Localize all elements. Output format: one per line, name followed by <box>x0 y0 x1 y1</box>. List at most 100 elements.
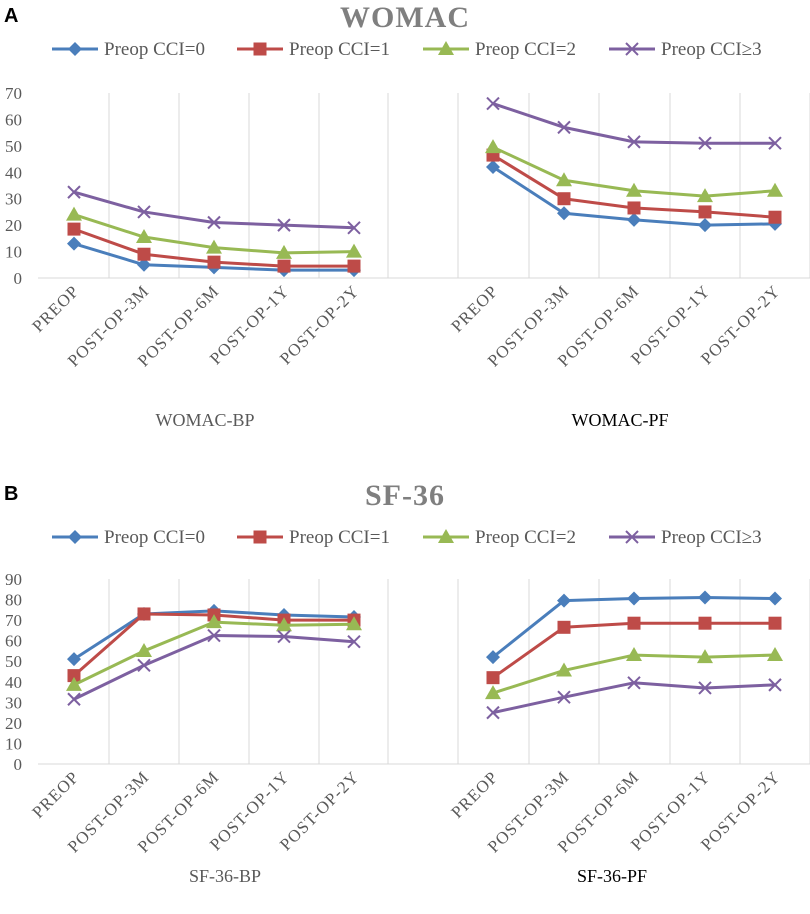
y-tick-label: 30 <box>5 693 22 712</box>
data-point <box>277 259 291 273</box>
data-point <box>698 205 712 219</box>
series-line <box>73 634 355 701</box>
gridlines <box>108 93 810 278</box>
data-point <box>207 255 221 269</box>
y-tick-label: 10 <box>5 243 22 262</box>
data-point <box>67 652 81 667</box>
data-point <box>347 221 361 235</box>
data-point <box>768 210 782 224</box>
legend-item: Preop CCI=0 <box>52 39 205 60</box>
data-point <box>67 222 81 236</box>
legend-label: Preop CCI=1 <box>289 527 390 548</box>
legend-item: Preop CCI≥3 <box>609 39 762 60</box>
legend-item: Preop CCI≥3 <box>609 527 762 548</box>
legend: Preop CCI=0 Preop CCI=1 Preop CCI=2 Preop C… <box>52 527 762 548</box>
data-point <box>697 649 713 664</box>
data-point <box>137 205 151 219</box>
data-point <box>768 591 782 606</box>
subchart-title: WOMAC-BP <box>155 410 254 430</box>
data-point <box>346 616 362 631</box>
legend-item: Preop CCI=1 <box>237 527 390 548</box>
panel-title: SF-36 <box>365 479 445 512</box>
y-tick-label: 60 <box>5 110 22 129</box>
legend-marker <box>68 530 82 544</box>
data-point <box>626 647 642 662</box>
y-tick-label: 60 <box>5 632 22 651</box>
data-point <box>557 690 571 704</box>
data-point <box>627 616 641 630</box>
panel-label: B <box>4 483 18 505</box>
data-point <box>627 201 641 215</box>
legend-item: Preop CCI=1 <box>237 39 390 60</box>
legend-label: Preop CCI≥3 <box>661 39 762 60</box>
subchart-title: WOMAC-PF <box>571 410 668 430</box>
x-tick-label: PREOP <box>28 281 82 335</box>
data-point <box>627 212 641 227</box>
data-point <box>486 96 500 111</box>
data-point <box>485 685 501 700</box>
data-point <box>557 192 571 206</box>
data-point <box>137 247 151 261</box>
series-line <box>492 102 775 145</box>
legend-marker <box>253 530 267 544</box>
data-point <box>768 678 782 692</box>
legend-label: Preop CCI=0 <box>104 39 205 60</box>
data-point <box>556 172 572 187</box>
data-point <box>347 634 361 649</box>
subchart-womac-bp: PREOPPOST-OP-3MPOST-OP-6MPOST-OP-1YPOST-… <box>28 185 363 430</box>
y-tick-label: 20 <box>5 216 22 235</box>
y-tick-label: 50 <box>5 137 22 156</box>
data-point <box>627 591 641 606</box>
data-point <box>346 243 362 258</box>
data-point <box>66 676 82 691</box>
data-point <box>207 215 221 230</box>
legend-marker <box>253 42 267 56</box>
legend-marker <box>68 42 82 56</box>
data-point <box>277 629 291 644</box>
data-point <box>137 658 151 673</box>
data-point <box>627 676 641 690</box>
data-point <box>67 236 81 251</box>
legend-marker <box>625 530 639 544</box>
y-tick-label: 0 <box>14 755 23 774</box>
data-point <box>767 182 783 197</box>
y-axis: 0 10 20 30 40 50 60 70 <box>5 84 22 288</box>
y-tick-label: 70 <box>5 611 22 630</box>
legend-marker <box>438 41 454 55</box>
y-tick-label: 50 <box>5 652 22 671</box>
data-point <box>698 136 712 150</box>
data-point <box>627 135 641 149</box>
data-point <box>137 607 151 621</box>
data-point <box>556 662 572 677</box>
y-tick-label: 70 <box>5 84 22 103</box>
data-point <box>557 593 571 608</box>
data-point <box>698 218 712 233</box>
x-tick-label: PREOP <box>447 767 501 821</box>
data-point <box>698 681 712 695</box>
data-point <box>767 647 783 662</box>
legend-label: Preop CCI=2 <box>475 527 576 548</box>
data-point <box>486 671 500 685</box>
legend-item: Preop CCI=2 <box>423 39 576 60</box>
x-tick-label: PREOP <box>28 767 82 821</box>
data-point <box>697 188 713 203</box>
subchart-title: SF-36-BP <box>189 866 261 886</box>
data-point <box>486 160 500 174</box>
legend-item: Preop CCI=0 <box>52 527 205 548</box>
panel-label: A <box>4 5 18 27</box>
data-point <box>206 239 222 254</box>
y-tick-label: 80 <box>5 591 22 610</box>
data-point <box>66 206 82 221</box>
subchart-title: SF-36-PF <box>577 866 647 886</box>
data-point <box>557 620 571 634</box>
data-point <box>485 139 501 154</box>
data-point <box>768 136 782 150</box>
data-point <box>557 206 571 221</box>
data-point <box>137 257 151 272</box>
data-point <box>207 628 221 643</box>
y-tick-label: 10 <box>5 734 22 753</box>
legend-label: Preop CCI=0 <box>104 527 205 548</box>
